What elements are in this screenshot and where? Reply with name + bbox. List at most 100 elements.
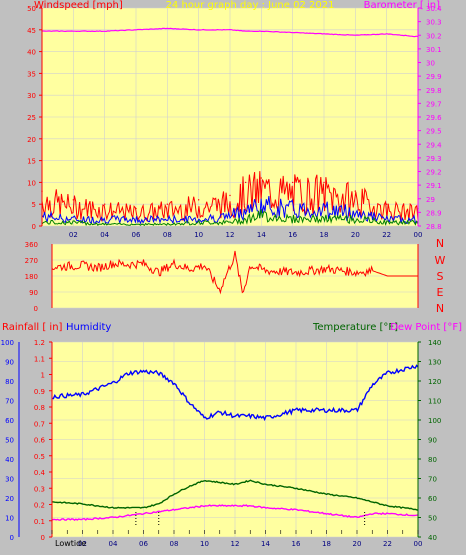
direction-tick-label: 360 — [25, 241, 38, 249]
wind-tick-label: 30 — [27, 92, 36, 100]
wind-peak-point — [354, 190, 357, 192]
temp-humidity-series — [51, 364, 419, 521]
rainfall-tick-label: 1 — [41, 372, 45, 380]
temperature-axis-title: Temperature [°F] — [312, 322, 398, 333]
temperature-tick-label: 110 — [428, 398, 441, 406]
humidity-tick-label: 60 — [5, 417, 14, 425]
temp-x-tick-label: 18 — [322, 540, 331, 548]
dewpoint-series — [51, 504, 419, 521]
rainfall-tick-label: 0.3 — [34, 485, 45, 493]
direction-tick-label: 180 — [25, 273, 38, 281]
temperature-tick-label: 80 — [428, 456, 437, 464]
wind-x-tick-label: 06 — [132, 231, 141, 239]
wind-x-tick-label: 18 — [320, 231, 329, 239]
wind-tick-label: 20 — [27, 136, 36, 144]
dewpoint-axis-title: Dew Point [°F] — [390, 322, 462, 333]
temp-x-tick-label: 02 — [78, 540, 87, 548]
humidity-tick-label: 40 — [5, 456, 14, 464]
wind-peak-point — [229, 194, 231, 197]
barometer-tick-label: 30.2 — [426, 32, 442, 40]
wind-tick-label: 50 — [27, 5, 36, 13]
wind-x-tick-label: 14 — [257, 231, 266, 239]
humidity-tick-label: 80 — [5, 378, 14, 386]
temp-x-tick-label: 04 — [109, 540, 118, 548]
rainfall-tick-label: 0.4 — [34, 469, 46, 477]
temperature-tick-label: 90 — [428, 437, 437, 445]
humidity-tick-label: 10 — [5, 515, 14, 523]
rainfall-axis-title: Rainfall [ in] — [2, 322, 63, 333]
wind-peak-point — [291, 181, 294, 184]
temp-x-tick-label: 16 — [292, 540, 301, 548]
temp-x-tick-label: 20 — [353, 540, 362, 548]
wind-x-tick-label: 04 — [100, 231, 109, 239]
temperature-tick-label: 100 — [428, 417, 441, 425]
wind-peak-point — [166, 203, 169, 205]
wind-peak-point — [260, 177, 263, 179]
wind-tick-label: 45 — [27, 27, 36, 35]
humidity-tick-label: 0 — [10, 534, 14, 542]
humidity-axis-title: Humidity — [66, 322, 111, 333]
temperature-tick-label: 60 — [428, 495, 437, 503]
humidity-tick-label: 70 — [5, 398, 14, 406]
humidity-tick-label: 90 — [5, 359, 14, 367]
chart-title: 24 hour graph day : June 02 2021 — [166, 0, 335, 11]
barometer-tick-label: 30.1 — [426, 46, 442, 54]
wind-x-tick-label: 10 — [194, 231, 203, 239]
temp-humidity-axes: 010203040506070809010000.10.20.30.40.50.… — [1, 339, 442, 548]
direction-grid — [52, 243, 418, 309]
wind-x-tick-label: 08 — [163, 231, 172, 239]
wind-peak-point — [323, 181, 325, 184]
direction-tick-label: 270 — [25, 257, 38, 265]
barometer-tick-label: 29.5 — [426, 128, 442, 136]
wind-baro-series — [41, 27, 419, 226]
humidity-tick-label: 20 — [5, 495, 14, 503]
wind-direction-series — [51, 250, 418, 295]
temp-x-tick-label: 12 — [231, 540, 240, 548]
temp-x-tick-label: 00 — [414, 540, 423, 548]
compass-label: E — [437, 286, 444, 299]
wind-x-tick-label: 02 — [69, 231, 78, 239]
barometer-tick-label: 29 — [426, 196, 435, 204]
temp-x-tick-label: 10 — [200, 540, 209, 548]
barometer-tick-label: 29.8 — [426, 87, 442, 95]
temperature-tick-label: 70 — [428, 476, 437, 484]
rainfall-tick-label: 0.5 — [34, 453, 45, 461]
barometer-axis-title: Barometer [ in] — [364, 0, 440, 11]
wind-x-tick-label: 12 — [226, 231, 235, 239]
humidity-tick-label: 30 — [5, 476, 14, 484]
rainfall-tick-label: 0.2 — [34, 502, 45, 510]
barometer-tick-label: 29.1 — [426, 182, 442, 190]
wind-x-tick-label: 22 — [382, 231, 391, 239]
wind-peak-point — [385, 203, 388, 205]
rainfall-tick-label: 1.2 — [34, 339, 45, 347]
rainfall-tick-label: 0 — [41, 534, 45, 542]
barometer-tick-label: 29.2 — [426, 169, 442, 177]
wind-low-series — [41, 209, 419, 226]
barometer-tick-label: 29.9 — [426, 73, 442, 81]
wind-peak-point — [135, 207, 137, 210]
barometer-tick-label: 28.8 — [426, 223, 442, 231]
compass-label: N — [436, 302, 444, 315]
barometer-tick-label: 29.3 — [426, 155, 442, 163]
barometer-tick-label: 30 — [426, 60, 435, 68]
wind-average-series — [41, 196, 419, 225]
rainfall-tick-label: 0.6 — [34, 437, 46, 445]
wind-axis-title: Windspeed [mph] — [34, 0, 123, 11]
barometer-tick-label: 29.4 — [426, 141, 442, 149]
wind-peak-point — [72, 199, 75, 201]
temperature-tick-label: 140 — [428, 339, 441, 347]
temp-x-tick-label: 22 — [383, 540, 392, 548]
wind-peak-point — [103, 203, 106, 205]
humidity-tick-label: 50 — [5, 437, 14, 445]
compass-label: N — [436, 237, 444, 250]
barometer-series — [42, 27, 419, 38]
direction-tick-label: 90 — [29, 289, 38, 297]
wind-tick-label: 15 — [27, 158, 36, 166]
temperature-tick-label: 50 — [428, 515, 437, 523]
temp-x-tick-label: 06 — [139, 540, 148, 548]
direction-tick-label: 0 — [34, 305, 38, 313]
barometer-tick-label: 30.4 — [426, 5, 442, 13]
temp-humidity-grid — [52, 341, 419, 538]
rainfall-tick-label: 0.1 — [34, 518, 45, 526]
